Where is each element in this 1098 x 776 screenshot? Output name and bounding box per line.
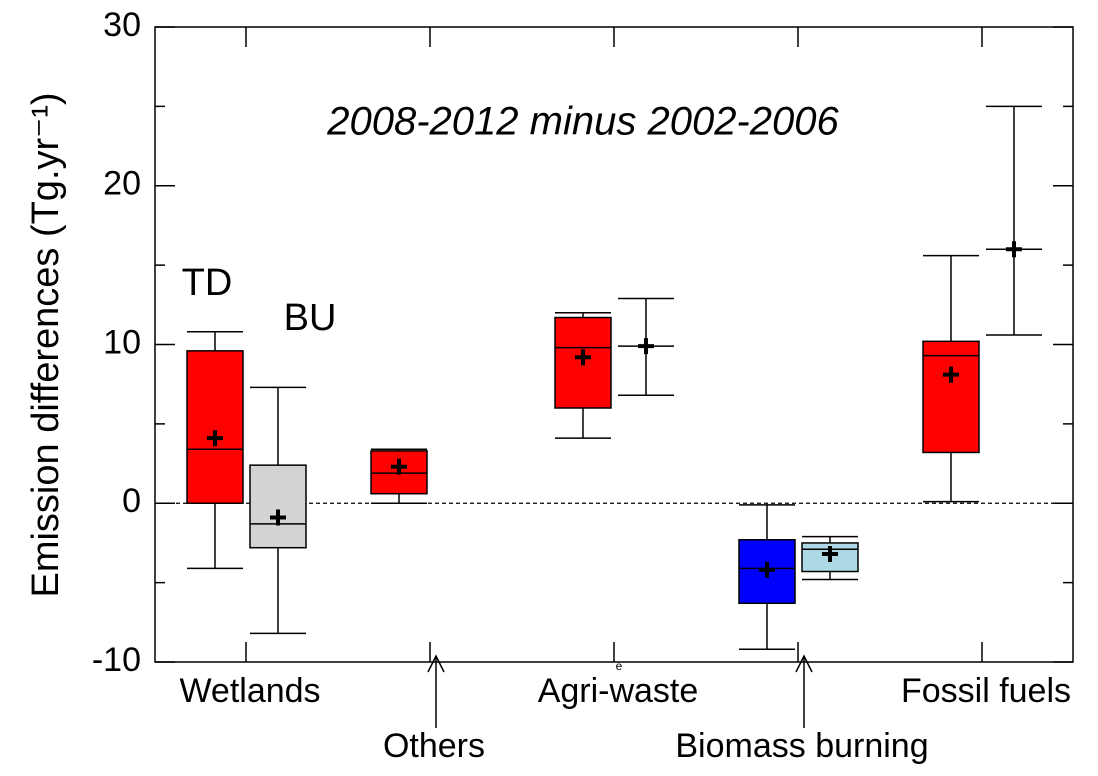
y-tick-label: -10 (92, 641, 141, 679)
mean-marker (1006, 241, 1022, 258)
y-tick-label: 0 (122, 482, 141, 520)
arrow-head (427, 654, 445, 673)
box (186, 350, 244, 504)
y-tick-label: 20 (103, 165, 141, 203)
y-axis-label: Emission differences (Tg.yr⁻¹) (25, 92, 67, 597)
mean-marker (943, 366, 959, 383)
mean-marker (575, 349, 591, 366)
x-tick-label: Agri-waste (538, 672, 699, 710)
x-tick-label: Others (383, 727, 485, 765)
mean-marker (759, 561, 775, 578)
mean-marker (822, 546, 838, 563)
annotation: e (616, 659, 623, 673)
mean-marker (207, 430, 223, 447)
chart-title: 2008-2012 minus 2002-2006 (326, 100, 839, 144)
series-label: BU (284, 297, 337, 339)
x-tick-label: Biomass burning (675, 727, 928, 765)
series-label: TD (182, 262, 233, 304)
y-tick-label: 30 (103, 6, 141, 44)
arrow-head (795, 654, 813, 673)
box (249, 464, 307, 549)
y-tick-label: 10 (103, 323, 141, 361)
mean-marker (270, 509, 286, 526)
mean-marker (391, 458, 407, 475)
x-tick-label: Wetlands (179, 672, 320, 710)
mean-marker (638, 338, 654, 355)
box (922, 340, 980, 454)
x-tick-label: Fossil fuels (901, 672, 1071, 710)
